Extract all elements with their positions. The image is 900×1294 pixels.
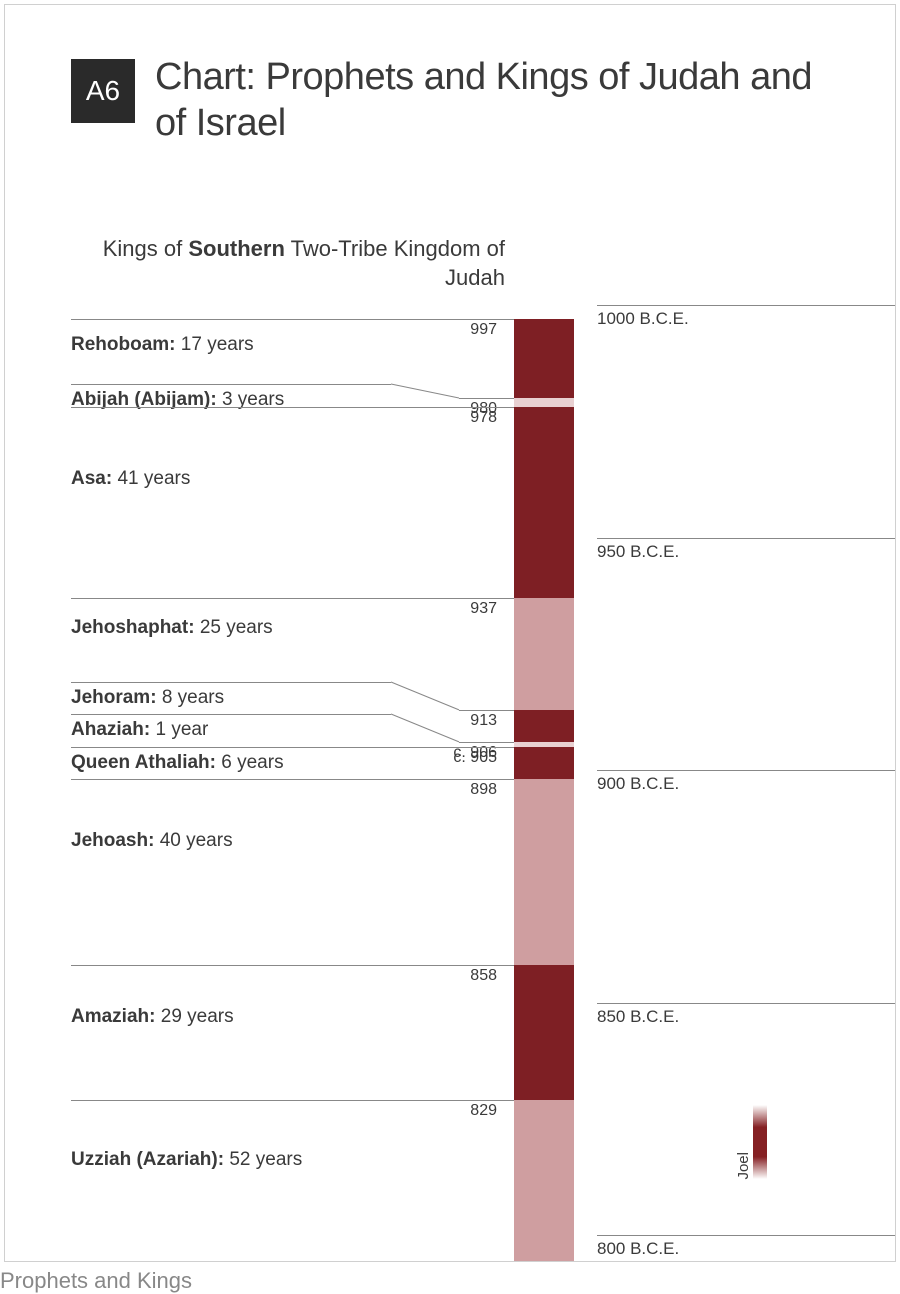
year-tick — [459, 742, 514, 743]
page: A6 Chart: Prophets and Kings of Judah an… — [4, 4, 896, 1262]
king-start-year: 858 — [470, 967, 497, 985]
king-start-year: 829 — [470, 1102, 497, 1120]
king-label: Jehoshaphat: 25 years — [71, 617, 273, 639]
scale-tick — [597, 305, 896, 306]
scale-tick — [597, 538, 896, 539]
kingdom-label-post: Two-Tribe Kingdom of Judah — [285, 236, 505, 290]
king-label: Asa: 41 years — [71, 468, 190, 490]
leader-diagonal — [391, 384, 459, 398]
king-name: Amaziah: — [71, 1006, 155, 1027]
leader-diagonal — [391, 714, 459, 742]
bar-segment — [514, 747, 574, 780]
king-duration: 8 years — [162, 687, 224, 708]
scale-tick — [597, 1235, 896, 1236]
bar-segment — [514, 407, 574, 598]
king-start-year: 898 — [470, 781, 497, 799]
king-row: Uzziah (Azariah): 52 years — [71, 1100, 514, 1105]
king-start-year: c. 905 — [453, 749, 497, 767]
kingdom-label-pre: Kings of — [103, 236, 189, 261]
king-row: Jehoash: 40 years — [71, 779, 514, 784]
section-badge: A6 — [71, 59, 135, 123]
kings-timeline: Rehoboam: 17 years997Abijah (Abijam): 3 … — [71, 305, 574, 1262]
king-duration: 41 years — [117, 468, 190, 489]
page-title: Chart: Prophets and Kings of Judah and o… — [155, 55, 835, 146]
year-tick — [459, 710, 514, 711]
king-name: Queen Athaliah: — [71, 752, 216, 773]
king-row: Abijah (Abijam): 3 years — [71, 384, 391, 389]
bar-segment — [514, 319, 574, 398]
bar-column — [514, 305, 574, 1262]
king-row: Jehoshaphat: 25 years — [71, 598, 514, 603]
king-duration: 17 years — [181, 334, 254, 355]
king-duration: 40 years — [160, 830, 233, 851]
year-tick — [459, 398, 514, 399]
king-start-year: 997 — [470, 321, 497, 339]
king-label: Ahaziah: 1 year — [71, 719, 208, 741]
leader-diagonal — [391, 682, 459, 710]
bar-segment — [514, 1100, 574, 1262]
bar-segment — [514, 779, 574, 965]
king-name: Jehoram: — [71, 687, 157, 708]
king-duration: 29 years — [161, 1006, 234, 1027]
king-name: Ahaziah: — [71, 719, 150, 740]
king-duration: 1 year — [155, 719, 208, 740]
bar-segment — [514, 965, 574, 1100]
prophet-name: Joel — [735, 1152, 752, 1180]
king-row: Amaziah: 29 years — [71, 965, 514, 970]
king-label: Jehoram: 8 years — [71, 687, 224, 709]
king-duration: 52 years — [229, 1149, 302, 1170]
kingdom-label: Kings of Southern Two-Tribe Kingdom of J… — [71, 235, 505, 292]
king-row: Asa: 41 years — [71, 407, 514, 412]
prophet-bar — [753, 1105, 767, 1179]
king-name: Rehoboam: — [71, 334, 176, 355]
king-row: Queen Athaliah: 6 years — [71, 747, 514, 752]
prophet-marker: Joel — [753, 1105, 767, 1179]
king-start-year: 937 — [470, 600, 497, 618]
footer-caption: Prophets and Kings — [0, 1268, 192, 1294]
scale-label: 850 B.C.E. — [597, 1005, 679, 1027]
scale-column: 1000 B.C.E. 950 B.C.E. 900 B.C.E. 850 B.C.E… — [597, 305, 896, 1262]
king-start-year: 913 — [470, 712, 497, 730]
scale-tick — [597, 770, 896, 771]
king-name: Jehoshaphat: — [71, 617, 195, 638]
scale-label: 800 B.C.E. — [597, 1237, 679, 1259]
scale-label: 900 B.C.E. — [597, 772, 679, 794]
kingdom-label-bold: Southern — [188, 236, 285, 261]
chart-area: Kings of Southern Two-Tribe Kingdom of J… — [71, 235, 895, 1261]
king-label: Jehoash: 40 years — [71, 830, 233, 852]
king-start-year: 978 — [470, 409, 497, 427]
king-label: Queen Athaliah: 6 years — [71, 752, 284, 774]
scale-tick — [597, 1003, 896, 1004]
scale-label: 1000 B.C.E. — [597, 307, 689, 329]
king-label: Rehoboam: 17 years — [71, 334, 254, 356]
scale-label: 950 B.C.E. — [597, 540, 679, 562]
bar-segment — [514, 398, 574, 407]
king-duration: 25 years — [200, 617, 273, 638]
king-row: Jehoram: 8 years — [71, 682, 391, 687]
king-name: Asa: — [71, 468, 112, 489]
header: A6 Chart: Prophets and Kings of Judah an… — [5, 5, 895, 146]
king-row: Rehoboam: 17 years — [71, 319, 514, 324]
king-row: Ahaziah: 1 year — [71, 714, 391, 719]
king-duration: 6 years — [221, 752, 283, 773]
king-name: Jehoash: — [71, 830, 154, 851]
bar-segment — [514, 710, 574, 743]
king-name: Uzziah (Azariah): — [71, 1149, 224, 1170]
king-label: Amaziah: 29 years — [71, 1006, 234, 1028]
king-label: Uzziah (Azariah): 52 years — [71, 1149, 302, 1171]
bar-segment — [514, 598, 574, 710]
